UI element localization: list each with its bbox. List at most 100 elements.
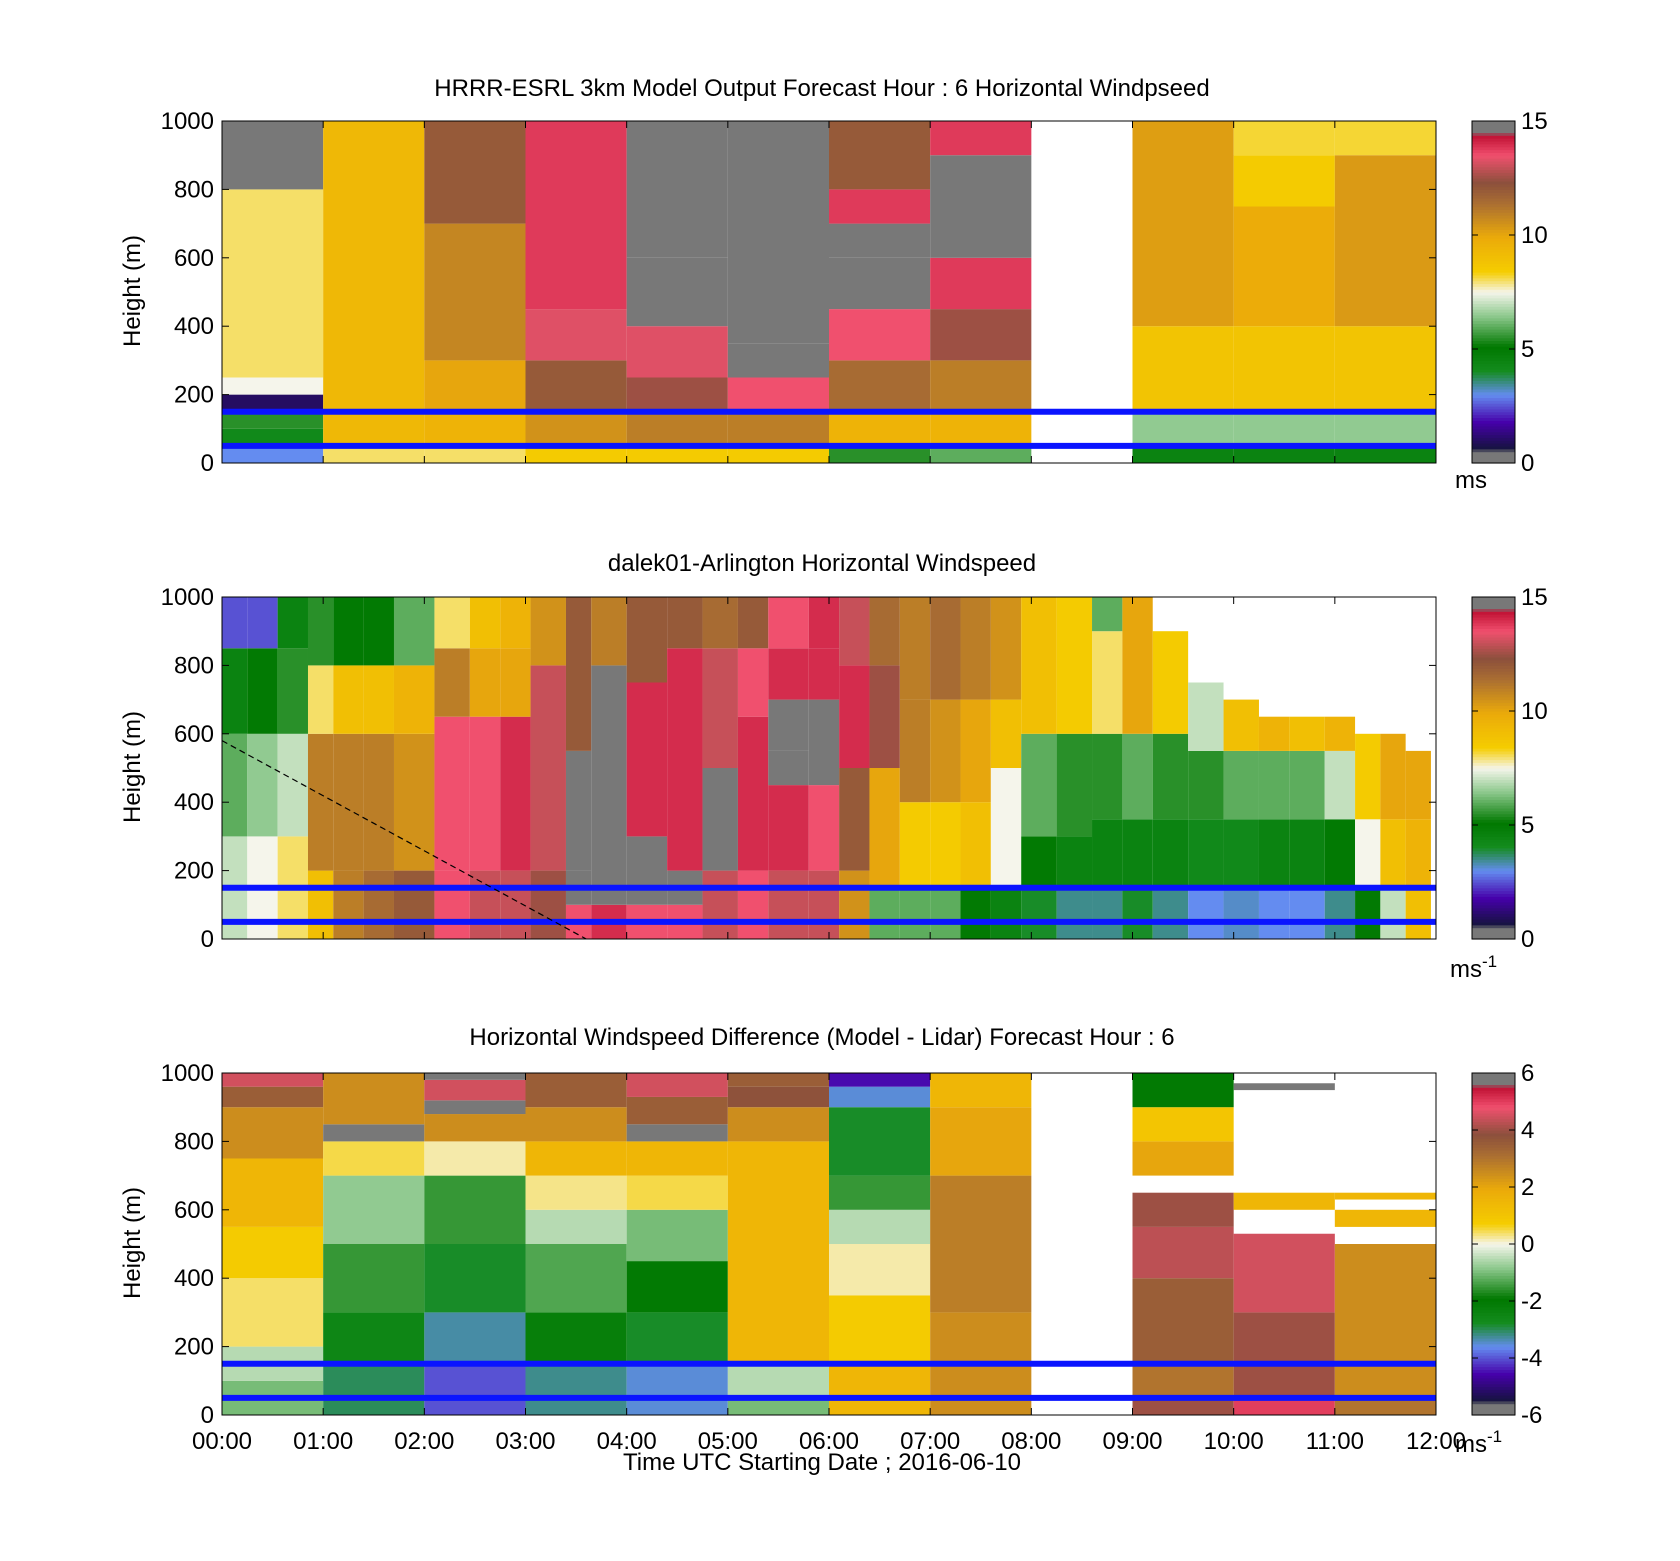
colorbar-unit-label: ms-1 — [1455, 1427, 1502, 1458]
heatmap-cell — [829, 1363, 931, 1415]
colorbar-segment — [1472, 420, 1515, 424]
heatmap-cell — [222, 1073, 324, 1087]
colorbar-segment — [1472, 1087, 1515, 1091]
colorbar-segment — [1472, 343, 1515, 347]
colorbar-segment — [1472, 360, 1515, 364]
colorbar-segment — [1472, 1366, 1515, 1370]
heatmap-cell — [525, 1209, 627, 1244]
colorbar-segment — [1472, 739, 1515, 743]
colorbar-segment — [1472, 1332, 1515, 1336]
heatmap-cell — [393, 870, 435, 939]
colorbar-segment — [1472, 149, 1515, 153]
colorbar-tick-label: 0 — [1521, 1231, 1534, 1258]
heatmap-cell — [1132, 326, 1234, 412]
colorbar-segment — [1472, 215, 1515, 219]
heatmap-cell — [363, 597, 394, 666]
heatmap-cell — [1380, 733, 1406, 820]
colorbar-segment — [1472, 833, 1515, 837]
colorbar-segment — [1472, 873, 1515, 877]
heatmap-cell — [960, 887, 991, 939]
colorbar-segment — [1472, 1235, 1515, 1239]
heatmap-cell — [930, 360, 1032, 412]
colorbar-segment — [1472, 813, 1515, 818]
heatmap-cell — [829, 1073, 931, 1087]
colorbar-segment — [1472, 1198, 1515, 1202]
colorbar-segment — [1472, 1403, 1515, 1408]
colorbar-segment — [1472, 1172, 1515, 1177]
colorbar-segment — [1472, 691, 1515, 695]
heatmap-cell — [930, 257, 1032, 310]
heatmap-cell — [565, 750, 592, 871]
colorbar-segment — [1472, 679, 1515, 684]
heatmap-cell — [737, 648, 769, 717]
colorbar-segment — [1472, 237, 1515, 242]
colorbar-segment — [1472, 217, 1515, 222]
heatmap-cell — [500, 716, 531, 871]
colorbar-segment — [1472, 733, 1515, 738]
colorbar-segment — [1472, 605, 1515, 609]
colorbar-segment — [1472, 1138, 1515, 1142]
colorbar-segment — [1472, 263, 1515, 267]
colorbar-segment — [1472, 254, 1515, 259]
colorbar-segment — [1472, 1141, 1515, 1145]
heatmap-cell — [222, 1086, 324, 1108]
colorbar-segment — [1472, 1363, 1515, 1368]
heatmap-cell — [737, 716, 769, 871]
heatmap-cell — [960, 802, 991, 888]
colorbar-segment — [1472, 126, 1515, 131]
colorbar-segment — [1472, 1130, 1515, 1134]
heatmap-cell — [1132, 1397, 1234, 1415]
heatmap-cell — [530, 597, 566, 666]
colorbar-segment — [1472, 1204, 1515, 1208]
heatmap-cell — [424, 411, 526, 446]
heatmap-cell — [990, 597, 1022, 700]
colorbar-segment — [1472, 1221, 1515, 1225]
colorbar-segment — [1472, 203, 1515, 208]
colorbar-segment — [1472, 1158, 1515, 1162]
colorbar-segment — [1472, 175, 1515, 179]
colorbar-segment — [1472, 810, 1515, 815]
heatmap-cell — [323, 1141, 425, 1176]
heatmap-cell — [702, 597, 738, 649]
heatmap-cell — [829, 1244, 931, 1296]
colorbar-segment — [1472, 1395, 1515, 1399]
heatmap-cell — [626, 1363, 728, 1415]
colorbar-segment — [1472, 616, 1515, 621]
heatmap-cell — [1233, 206, 1335, 327]
heatmap-cell — [829, 1107, 931, 1176]
heatmap-cell — [1289, 750, 1325, 820]
y-tick-label: 400 — [174, 313, 214, 340]
colorbar-tick-label: 15 — [1521, 584, 1548, 611]
heatmap-cell — [1132, 121, 1234, 327]
colorbar-segment — [1472, 899, 1515, 903]
dashed-line — [221, 740, 587, 940]
heatmap-cell — [990, 887, 1022, 939]
colorbar-segment — [1472, 1289, 1515, 1294]
heatmap-cell — [829, 1175, 931, 1210]
colorbar-segment — [1472, 1283, 1515, 1288]
plot-area: 0 200 400 600 800 1000 — [161, 584, 1437, 953]
colorbar-segment — [1472, 708, 1515, 712]
colorbar-tick-label: 5 — [1521, 812, 1534, 839]
colorbar-segment — [1472, 300, 1515, 304]
heatmap-cell — [525, 1244, 627, 1313]
heatmap-cell — [1258, 887, 1290, 939]
heatmap-cell — [393, 665, 435, 734]
colorbar-segment — [1472, 611, 1515, 615]
colorbar-segment — [1472, 1269, 1515, 1274]
heatmap-cell — [1258, 716, 1290, 751]
colorbar-segment — [1472, 901, 1515, 906]
colorbar-segment — [1472, 286, 1515, 290]
colorbar-segment — [1472, 388, 1515, 393]
heatmap-cell — [1132, 1226, 1234, 1279]
colorbar-segment — [1472, 1201, 1515, 1205]
heatmap-cell — [626, 1261, 728, 1313]
heatmap-cell — [424, 445, 526, 463]
heatmap-cell — [424, 1079, 526, 1101]
colorbar-segment — [1472, 257, 1515, 262]
heatmap-cell — [1132, 445, 1234, 463]
colorbar-segment — [1472, 123, 1515, 128]
colorbar-segment — [1472, 434, 1515, 438]
colorbar-segment — [1472, 1298, 1515, 1302]
